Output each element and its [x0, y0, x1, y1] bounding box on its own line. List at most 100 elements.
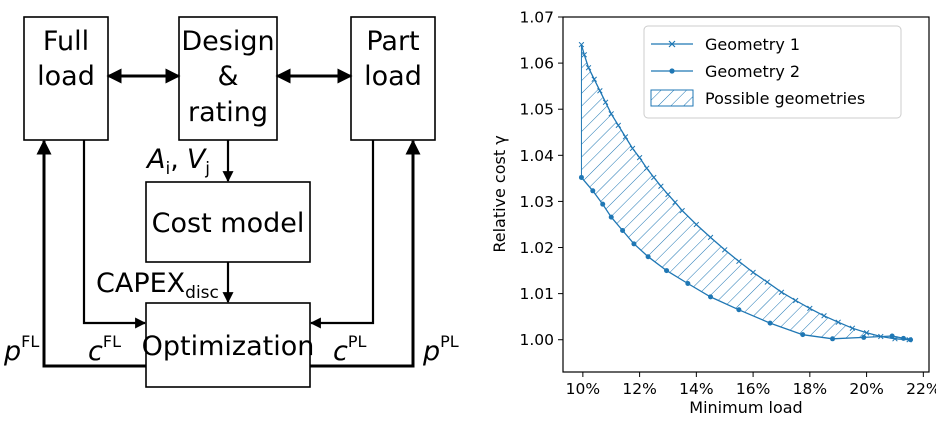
data-point-geometry-2 — [889, 333, 895, 339]
legend-item-geometry-1: Geometry 1 — [651, 35, 800, 54]
data-point-geometry-2 — [908, 337, 914, 343]
data-point-geometry-1 — [707, 234, 714, 241]
data-point-geometry-1 — [736, 258, 742, 265]
data-point-geometry-2 — [800, 332, 806, 338]
y-axis-label: Relative cost γ — [490, 135, 509, 252]
data-point-geometry-1 — [849, 325, 856, 331]
arrow-cpl — [309, 140, 375, 329]
data-point-geometry-1 — [721, 247, 728, 253]
cost-model-label: Cost model — [152, 208, 305, 239]
data-point-geometry-1 — [750, 269, 756, 276]
data-point-geometry-1 — [672, 199, 678, 206]
flow-diagram: Full load Design & rating Part load Cost… — [3, 16, 459, 388]
p-pl-label: pPL — [422, 332, 459, 367]
data-point-geometry-2 — [590, 188, 596, 194]
design-variables-label: Ai, Vj — [145, 144, 210, 179]
p-fl-label: pFL — [3, 332, 39, 367]
hatch-fill — [581, 44, 911, 340]
x-tick-label: 14% — [679, 380, 713, 398]
y-tick-label: 1.05 — [519, 101, 554, 119]
data-point-geometry-2 — [767, 320, 773, 326]
design-rating-label-line3: rating — [188, 97, 268, 128]
data-point-geometry-1 — [778, 289, 785, 295]
series-layer — [578, 41, 914, 343]
data-point-geometry-1 — [665, 191, 671, 198]
data-point-geometry-1 — [807, 305, 813, 312]
data-point-geometry-1 — [658, 183, 664, 189]
data-point-geometry-1 — [608, 111, 614, 117]
plot-frame — [562, 16, 930, 373]
data-point-geometry-1 — [629, 145, 636, 152]
data-point-geometry-2 — [830, 336, 836, 342]
data-point-geometry-2 — [664, 268, 670, 274]
x-tick-label: 18% — [793, 380, 827, 398]
data-point-geometry-1 — [636, 154, 643, 161]
y-tick-label: 1.07 — [519, 9, 554, 27]
legend-label-geometry-2: Geometry 2 — [705, 62, 800, 81]
data-point-geometry-2 — [620, 227, 626, 233]
design-rating-box: Design & rating — [178, 16, 278, 141]
data-point-geometry-2 — [685, 280, 691, 286]
legend-item-possible-geometries: Possible geometries — [650, 89, 865, 108]
legend-label-possible-geometries: Possible geometries — [705, 89, 865, 108]
data-point-geometry-1 — [585, 64, 592, 71]
y-tick-label: 1.03 — [519, 193, 554, 211]
data-point-geometry-1 — [578, 41, 585, 48]
data-point-geometry-1 — [622, 134, 629, 140]
legend-item-geometry-2: Geometry 2 — [651, 62, 800, 81]
data-point-geometry-1 — [679, 207, 685, 214]
x-marker-icon — [668, 40, 676, 48]
arrow-cfl — [82, 140, 147, 329]
data-point-geometry-1 — [835, 319, 841, 325]
data-point-geometry-1 — [693, 221, 700, 228]
part-load-box: Part load — [350, 16, 436, 141]
dot-marker-icon — [669, 68, 675, 74]
y-axis: 1.00 1.01 1.02 1.03 1.04 1.05 1.06 1.07 — [519, 9, 563, 349]
y-tick-label: 1.04 — [519, 147, 554, 165]
possible-geometries-area — [580, 44, 911, 340]
data-point-geometry-2 — [578, 174, 584, 180]
full-load-label-line2: load — [37, 61, 95, 92]
data-point-geometry-1 — [602, 99, 609, 106]
design-rating-label-line2: & — [217, 61, 238, 92]
x-tick-label: 12% — [622, 380, 656, 398]
cost-model-box: Cost model — [145, 181, 311, 263]
data-point-geometry-1 — [764, 279, 771, 285]
data-point-geometry-2 — [900, 335, 906, 341]
arrow-pfl — [36, 139, 146, 368]
x-tick-label: 10% — [566, 380, 600, 398]
arrow-ppl — [310, 139, 421, 368]
design-rating-label-line1: Design — [181, 26, 274, 57]
y-tick-label: 1.06 — [519, 55, 554, 73]
data-point-geometry-1 — [597, 88, 603, 94]
data-point-geometry-1 — [821, 312, 827, 319]
capex-label: CAPEXdisc — [96, 268, 219, 303]
x-tick-label: 20% — [849, 380, 883, 398]
data-point-geometry-2 — [608, 214, 614, 220]
relative-cost-chart: 1.00 1.01 1.02 1.03 1.04 1.05 1.06 1.07 10% 12% 1… — [490, 9, 936, 418]
full-load-box: Full load — [23, 16, 109, 141]
legend-label-geometry-1: Geometry 1 — [705, 35, 800, 54]
optimization-box: Optimization — [142, 302, 315, 388]
data-point-geometry-2 — [645, 254, 651, 260]
optimization-label: Optimization — [142, 331, 315, 362]
y-tick-label: 1.02 — [519, 239, 554, 257]
data-point-geometry-1 — [863, 330, 870, 336]
data-point-geometry-2 — [736, 307, 742, 313]
y-tick-label: 1.00 — [519, 331, 554, 349]
data-point-geometry-2 — [861, 334, 867, 340]
part-load-label-line2: load — [364, 61, 422, 92]
y-tick-label: 1.01 — [519, 285, 554, 303]
data-point-geometry-1 — [643, 165, 650, 171]
full-load-label-line1: Full — [43, 26, 89, 57]
x-tick-label: 16% — [736, 380, 770, 398]
data-point-geometry-2 — [708, 294, 714, 300]
c-fl-label: cFL — [88, 332, 121, 367]
data-point-geometry-1 — [792, 297, 799, 304]
legend: Geometry 1 Geometry 2 Possible geometrie… — [643, 25, 902, 119]
c-pl-label: cPL — [333, 332, 367, 367]
legend-frame — [643, 25, 902, 119]
x-axis: 10% 12% 14% 16% 18% 20% 22% — [566, 372, 936, 398]
data-point-geometry-2 — [600, 201, 606, 207]
